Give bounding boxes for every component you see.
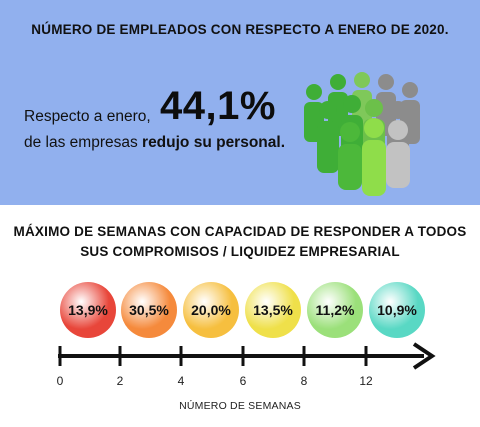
bottom-title: MÁXIMO DE SEMANAS CON CAPACIDAD DE RESPO… [13, 224, 467, 259]
circle-5-value: 10,9% [377, 302, 417, 318]
circle-2-value: 20,0% [191, 302, 231, 318]
circle-5: 10,9% [369, 282, 425, 338]
tick-label-0: 0 [56, 374, 64, 388]
tick-label-4: 8 [300, 374, 308, 388]
circle-3-value: 13,5% [253, 302, 293, 318]
stat-line-2-bold: redujo su personal. [142, 134, 286, 151]
circle-0: 13,9% [60, 282, 116, 338]
circle-2: 20,0% [183, 282, 239, 338]
circle-0-value: 13,9% [68, 302, 108, 318]
stat-line-2: de las empresas redujo su personal. [24, 134, 285, 152]
stat-line-2-prefix: de las empresas [24, 134, 143, 151]
axis-caption: NÚMERO DE SEMANAS [179, 400, 301, 412]
circle-4-value: 11,2% [315, 302, 355, 318]
tick-label-3: 6 [239, 374, 247, 388]
stat-line-1: Respecto a enero, [24, 108, 151, 125]
stat-big-value: 44,1% [160, 84, 276, 128]
circle-4: 11,2% [307, 282, 363, 338]
top-title: NÚMERO DE EMPLEADOS CON RESPECTO A ENERO… [31, 22, 449, 37]
tick-label-1: 2 [116, 374, 124, 388]
circle-1-value: 30,5% [129, 302, 169, 318]
circle-1: 30,5% [121, 282, 177, 338]
people-group-icon [304, 72, 420, 196]
tick-label-2: 4 [177, 374, 185, 388]
tick-label-5: 12 [359, 374, 373, 388]
circle-3: 13,5% [245, 282, 301, 338]
